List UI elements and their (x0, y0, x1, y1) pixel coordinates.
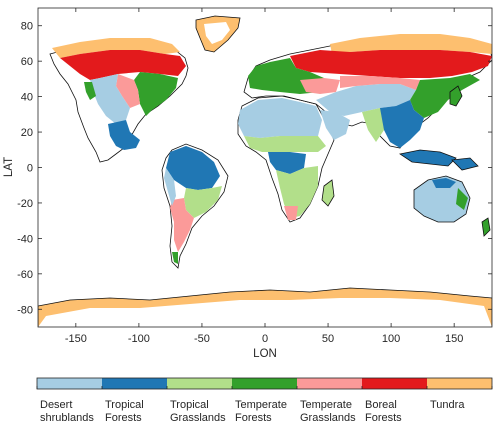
biome-central-asia-desert (316, 84, 416, 116)
biome-sa-temperate-grassland (170, 198, 194, 252)
y-tick-label: 0 (27, 163, 33, 175)
legend-frame (36, 377, 493, 390)
biome-eurasia-boreal (290, 50, 492, 78)
biome-sa-tropical-forest (166, 146, 220, 190)
biome-africa-forest (268, 152, 306, 174)
biome-sa-desert (164, 168, 176, 206)
land-japan (449, 85, 463, 107)
biome-europe-grassland (300, 78, 340, 94)
biome-na-tundra (52, 38, 180, 58)
biome-sa-grassland (184, 186, 222, 218)
antarctica-ice (38, 298, 492, 327)
biome-legend: DesertshrublandsTropicalForestsTropicalG… (36, 377, 493, 424)
biome-se-asia-tropical-forest (378, 100, 424, 148)
biome-africa-south-tip (284, 206, 298, 220)
legend-label-line2: Grasslands (170, 412, 226, 424)
biome-africa-grassland-south (276, 166, 318, 218)
biome-australia-forest-east (456, 188, 468, 210)
x-tick-label: -100 (128, 333, 150, 345)
legend-label-line2: Forests (365, 412, 402, 424)
biome-sa-south (172, 252, 178, 264)
legend-label-line2: Forests (235, 412, 272, 424)
land-madagascar (321, 179, 335, 207)
y-axis-label: LAT (3, 157, 15, 177)
map-panel (37, 7, 493, 328)
biome-central-asia-grassland (340, 76, 420, 90)
land-new-guinea (451, 157, 479, 171)
biome-australia-forest-north (432, 178, 456, 188)
y-tick-label: 60 (21, 56, 33, 68)
legend-swatch-4 (297, 378, 362, 389)
x-tick-label: 100 (382, 333, 400, 345)
greenland-ice (204, 22, 230, 44)
legend-swatch-6 (427, 378, 492, 389)
y-tick-label: -60 (17, 269, 33, 281)
biome-africa-grassland-north (244, 136, 326, 152)
land-new-zealand (481, 217, 491, 237)
land-australia (413, 175, 471, 223)
biome-east-asia-temperate-forest (410, 74, 480, 118)
x-axis: -150 -100 -50 0 50 100 150 (65, 8, 463, 345)
y-tick-label: -20 (17, 198, 33, 210)
x-axis-label: LON (253, 348, 277, 360)
y-tick-label: 40 (21, 92, 33, 104)
legend-swatch-3 (232, 378, 297, 389)
y-tick-label: -80 (17, 304, 33, 316)
biome-layer (38, 15, 492, 327)
biome-central-america-forest (108, 120, 140, 150)
legend-swatch-2 (167, 378, 232, 389)
biome-na-temperate-forest (134, 72, 178, 116)
y-tick-label: 80 (21, 21, 33, 33)
y-tick-label: 20 (21, 127, 33, 139)
legend-label-line1: Tundra (430, 399, 465, 411)
land-indonesia (398, 149, 457, 167)
legend-label-line2: Forests (105, 412, 142, 424)
biome-arabia-desert (320, 110, 350, 140)
legend-label-line1: Tropical (105, 399, 144, 411)
biome-india-grassland (362, 108, 384, 142)
legend-label-line1: Boreal (365, 399, 397, 411)
x-tick-label: 0 (262, 333, 268, 345)
legend-label-line2: shrublands (40, 412, 94, 424)
legend-swatch-1 (102, 378, 167, 389)
x-tick-label: 50 (322, 333, 334, 345)
biome-na-desert (90, 74, 130, 124)
legend-swatch-0 (37, 378, 102, 389)
legend-label-line2: Grasslands (300, 412, 356, 424)
biome-na-boreal (60, 50, 186, 80)
legend-label-line1: Temperate (300, 399, 352, 411)
legend-label-line1: Tropical (170, 399, 209, 411)
x-tick-label: -50 (194, 333, 210, 345)
biome-eurasia-tundra (330, 34, 492, 54)
y-axis: 80 60 40 20 0 -20 -40 -60 -80 (17, 21, 492, 316)
biome-na-grassland (116, 74, 140, 108)
x-tick-label: -150 (65, 333, 87, 345)
x-tick-label: 150 (445, 333, 463, 345)
biome-na-forest-west (84, 82, 96, 100)
legend-label-line1: Temperate (235, 399, 287, 411)
legend-label-line1: Desert (40, 399, 72, 411)
biome-africa-desert (238, 98, 322, 138)
legend-swatch-5 (362, 378, 427, 389)
y-tick-label: -40 (17, 233, 33, 245)
